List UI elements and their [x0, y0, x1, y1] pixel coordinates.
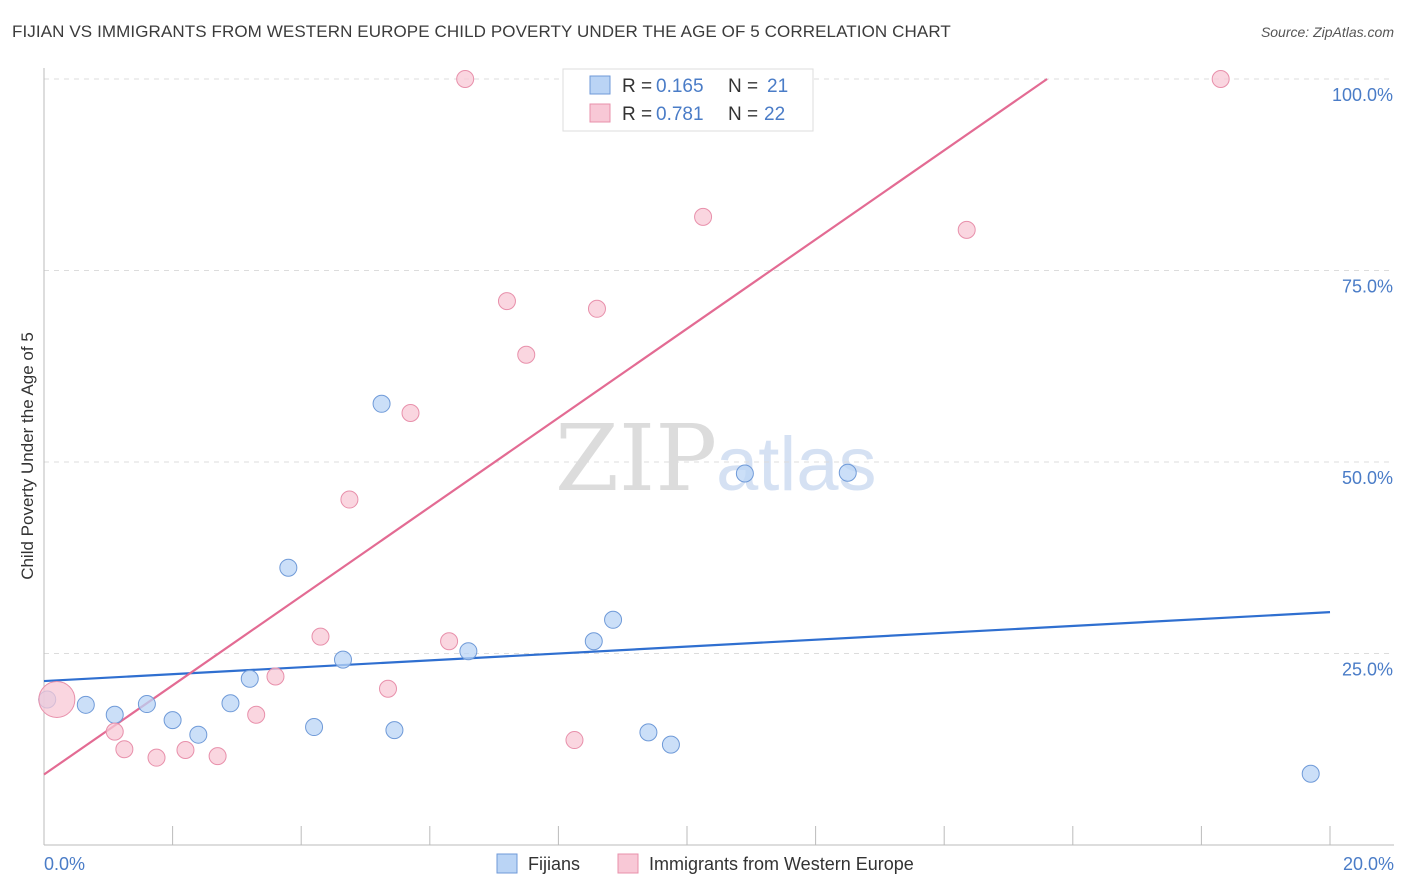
point-fijians-11: [372, 394, 391, 413]
point-fijians-9: [305, 718, 324, 737]
y-axis-label: Child Poverty Under the Age of 5: [18, 332, 37, 580]
point-fijians-20: [1301, 764, 1320, 783]
point-fijians-6: [221, 694, 240, 713]
point-fijians-3: [137, 695, 156, 714]
bottom-legend-label-immigrants: Immigrants from Western Europe: [649, 854, 914, 874]
point-immigrants-0: [38, 680, 76, 718]
chart-title: FIJIAN VS IMMIGRANTS FROM WESTERN EUROPE…: [12, 22, 951, 41]
point-immigrants-9: [340, 490, 359, 509]
point-immigrants-17: [587, 299, 606, 318]
point-immigrants-15: [517, 345, 536, 364]
point-immigrants-5: [208, 747, 227, 766]
point-immigrants-21: [1211, 70, 1230, 88]
point-immigrants-16: [565, 731, 584, 750]
point-fijians-7: [240, 669, 259, 688]
point-immigrants-2: [115, 740, 134, 759]
y-tick-label-50: 50.0%: [1342, 468, 1393, 488]
legend-n-value-immigrants: 22: [764, 104, 785, 125]
x-tick-label-min: 0.0%: [44, 854, 85, 874]
x-ticks: [43, 826, 1331, 845]
y-tick-label-25: 25.0%: [1342, 660, 1393, 680]
legend-r-value-immigrants: 0.781: [656, 104, 704, 125]
point-fijians-1: [76, 695, 95, 714]
point-immigrants-4: [176, 741, 195, 760]
point-fijians-13: [459, 642, 478, 661]
legend-r-value-fijians: 0.165: [656, 76, 704, 97]
y-tick-labels: 25.0% 50.0% 75.0% 100.0%: [1332, 85, 1393, 680]
point-fijians-12: [385, 721, 404, 740]
y-tick-label-100: 100.0%: [1332, 85, 1393, 105]
point-immigrants-13: [456, 70, 475, 88]
point-fijians-14: [584, 632, 603, 651]
y-tick-label-75: 75.0%: [1342, 277, 1393, 297]
point-immigrants-8: [311, 627, 330, 646]
point-fijians-18: [735, 464, 754, 483]
watermark-zip: ZIP: [555, 405, 717, 512]
point-immigrants-6: [247, 705, 266, 724]
point-immigrants-20: [957, 220, 976, 239]
trend-lines: [43, 78, 1331, 776]
legend-swatch-immigrants: [589, 103, 611, 123]
point-fijians-2: [105, 705, 124, 724]
point-immigrants-3: [147, 748, 166, 767]
point-immigrants-12: [440, 632, 459, 651]
point-immigrants-19: [694, 207, 713, 226]
legend-r-label-fijians: R =: [622, 76, 652, 97]
legend-n-label-immigrants: N =: [728, 104, 758, 125]
source-credit: Source: ZipAtlas.com: [1260, 24, 1394, 40]
point-fijians-8: [279, 558, 298, 577]
point-fijians-10: [333, 650, 352, 669]
point-immigrants-1: [105, 722, 124, 741]
grid-lines: [44, 78, 1394, 654]
point-fijians-15: [604, 610, 623, 629]
legend-swatch-fijians: [589, 75, 611, 95]
point-immigrants-14: [497, 292, 516, 311]
trend-line-immigrants: [43, 78, 1048, 776]
point-fijians-17: [661, 735, 680, 754]
bottom-legend-label-fijians: Fijians: [528, 854, 580, 874]
point-fijians-4: [163, 711, 182, 730]
watermark-atlas: atlas: [716, 422, 877, 507]
legend-n-value-fijians: 21: [767, 76, 788, 97]
point-immigrants-11: [401, 403, 420, 422]
point-fijians-16: [639, 723, 658, 742]
point-fijians-5: [189, 725, 208, 744]
legend-r-label-immigrants: R =: [622, 104, 652, 125]
bottom-legend-swatch-fijians: [496, 853, 518, 874]
point-fijians-19: [838, 463, 857, 482]
axes: [43, 68, 1394, 846]
top-legend: R = 0.165 N = 21 R = 0.781 N = 22: [562, 68, 814, 132]
point-immigrants-7: [266, 667, 285, 686]
bottom-legend: Fijians Immigrants from Western Europe: [496, 853, 914, 874]
legend-n-label-fijians: N =: [728, 76, 758, 97]
x-tick-label-max: 20.0%: [1343, 854, 1394, 874]
point-immigrants-10: [379, 679, 398, 698]
trend-line-fijians: [43, 611, 1331, 683]
bottom-legend-swatch-immigrants: [617, 853, 639, 874]
